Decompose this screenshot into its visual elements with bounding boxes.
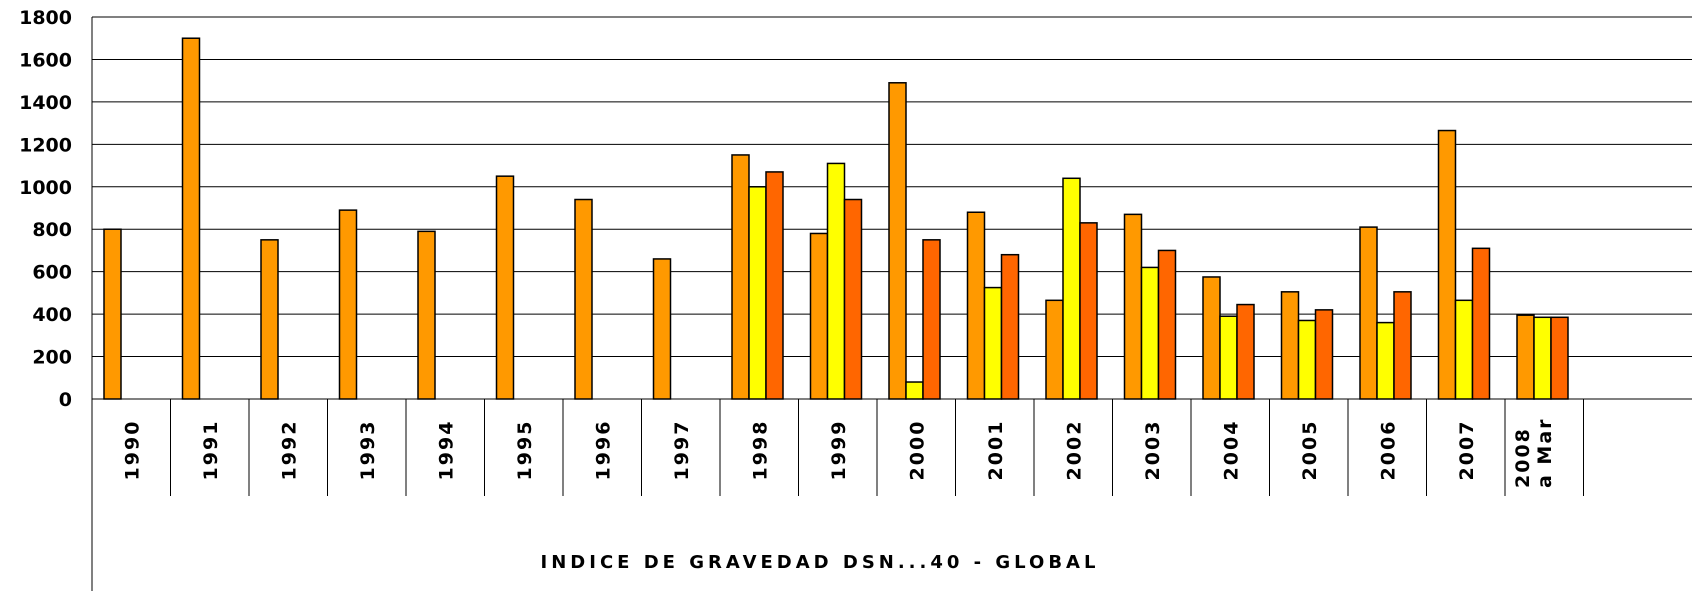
bar: [1062, 177, 1081, 400]
x-axis: 1990 1991 1992 1993 1994 1995 1996 1997 1998 1999…: [91, 399, 1584, 496]
x-axis-title: INDICE DE GRAVEDAD DSN...40 - GLOBAL: [541, 552, 1100, 573]
bar: [181, 37, 201, 400]
y-tick-label: 0: [59, 389, 72, 411]
bar: [966, 211, 986, 400]
bar: [1437, 129, 1457, 400]
y-tick-label: 200: [32, 347, 72, 369]
x-tick-label: 2005: [1299, 420, 1321, 481]
bars: [103, 37, 1569, 400]
y-tick-label: 800: [32, 219, 72, 241]
bar: [495, 175, 515, 400]
bar: [765, 171, 784, 400]
bar: [905, 381, 924, 400]
bar: [574, 198, 593, 400]
bar: [1202, 276, 1221, 400]
bar: [1359, 226, 1378, 400]
y-tick-label: 1600: [19, 49, 72, 71]
bar: [1157, 249, 1177, 400]
x-tick-label: 2008: [1512, 427, 1534, 488]
x-tick-label: 2006: [1377, 420, 1399, 481]
x-tick-label: 2002: [1063, 420, 1085, 481]
x-tick-label: 2003: [1142, 420, 1164, 481]
bar: [260, 239, 279, 400]
bar: [843, 198, 863, 400]
x-tick-label: 1997: [671, 420, 693, 481]
bar: [922, 239, 941, 400]
bar: [809, 232, 829, 400]
y-axis: 0 200 400 600 800 1000 1200 1400 1600 1800: [19, 7, 93, 591]
x-tick-label: 2007: [1456, 420, 1478, 481]
bar: [1280, 291, 1300, 400]
x-tick-label: 1992: [278, 420, 300, 481]
bar: [1219, 315, 1238, 400]
bar: [103, 228, 122, 400]
x-tick-label: 1998: [749, 420, 771, 481]
x-tick-label: 2001: [985, 420, 1007, 481]
bar: [1123, 213, 1143, 400]
x-tick-label: 2000: [906, 420, 928, 481]
bar: [417, 230, 436, 400]
x-tick-label: 1996: [592, 420, 614, 481]
bar: [1454, 299, 1474, 400]
y-tick-label: 1800: [19, 7, 72, 29]
bar: [826, 162, 846, 400]
bar: [1079, 222, 1098, 400]
y-tick-label: 600: [32, 262, 72, 284]
bar: [338, 209, 358, 400]
bar: [731, 154, 750, 400]
bar: [1297, 319, 1317, 400]
bar: [1516, 314, 1535, 400]
bar: [1471, 247, 1491, 400]
x-tick-label: 1990: [121, 420, 143, 481]
bar: [1550, 316, 1569, 400]
x-tick-label: 1993: [357, 420, 379, 481]
x-tick-label: a Mar: [1534, 417, 1556, 488]
y-tick-label: 1400: [19, 92, 72, 114]
bar: [748, 186, 767, 400]
bar: [1533, 316, 1552, 400]
bar: [652, 258, 672, 400]
y-tick-label: 400: [32, 304, 72, 326]
bar: [1045, 299, 1064, 400]
x-tick-label: 1991: [200, 420, 222, 481]
y-tick-label: 1000: [19, 177, 72, 199]
y-tick-label: 1200: [19, 134, 72, 156]
bar: [1376, 321, 1395, 400]
bar: [888, 82, 907, 400]
x-tick-label: 2004: [1220, 420, 1242, 481]
x-tick-label: 1999: [828, 420, 850, 481]
bar: [1236, 303, 1255, 400]
bar: [1000, 253, 1020, 400]
bar: [1140, 266, 1160, 400]
bar: [1314, 309, 1334, 400]
x-tick-label: 1994: [435, 420, 457, 481]
x-tick-label: 1995: [514, 420, 536, 481]
bar: [983, 286, 1003, 400]
bar: [1393, 291, 1412, 400]
